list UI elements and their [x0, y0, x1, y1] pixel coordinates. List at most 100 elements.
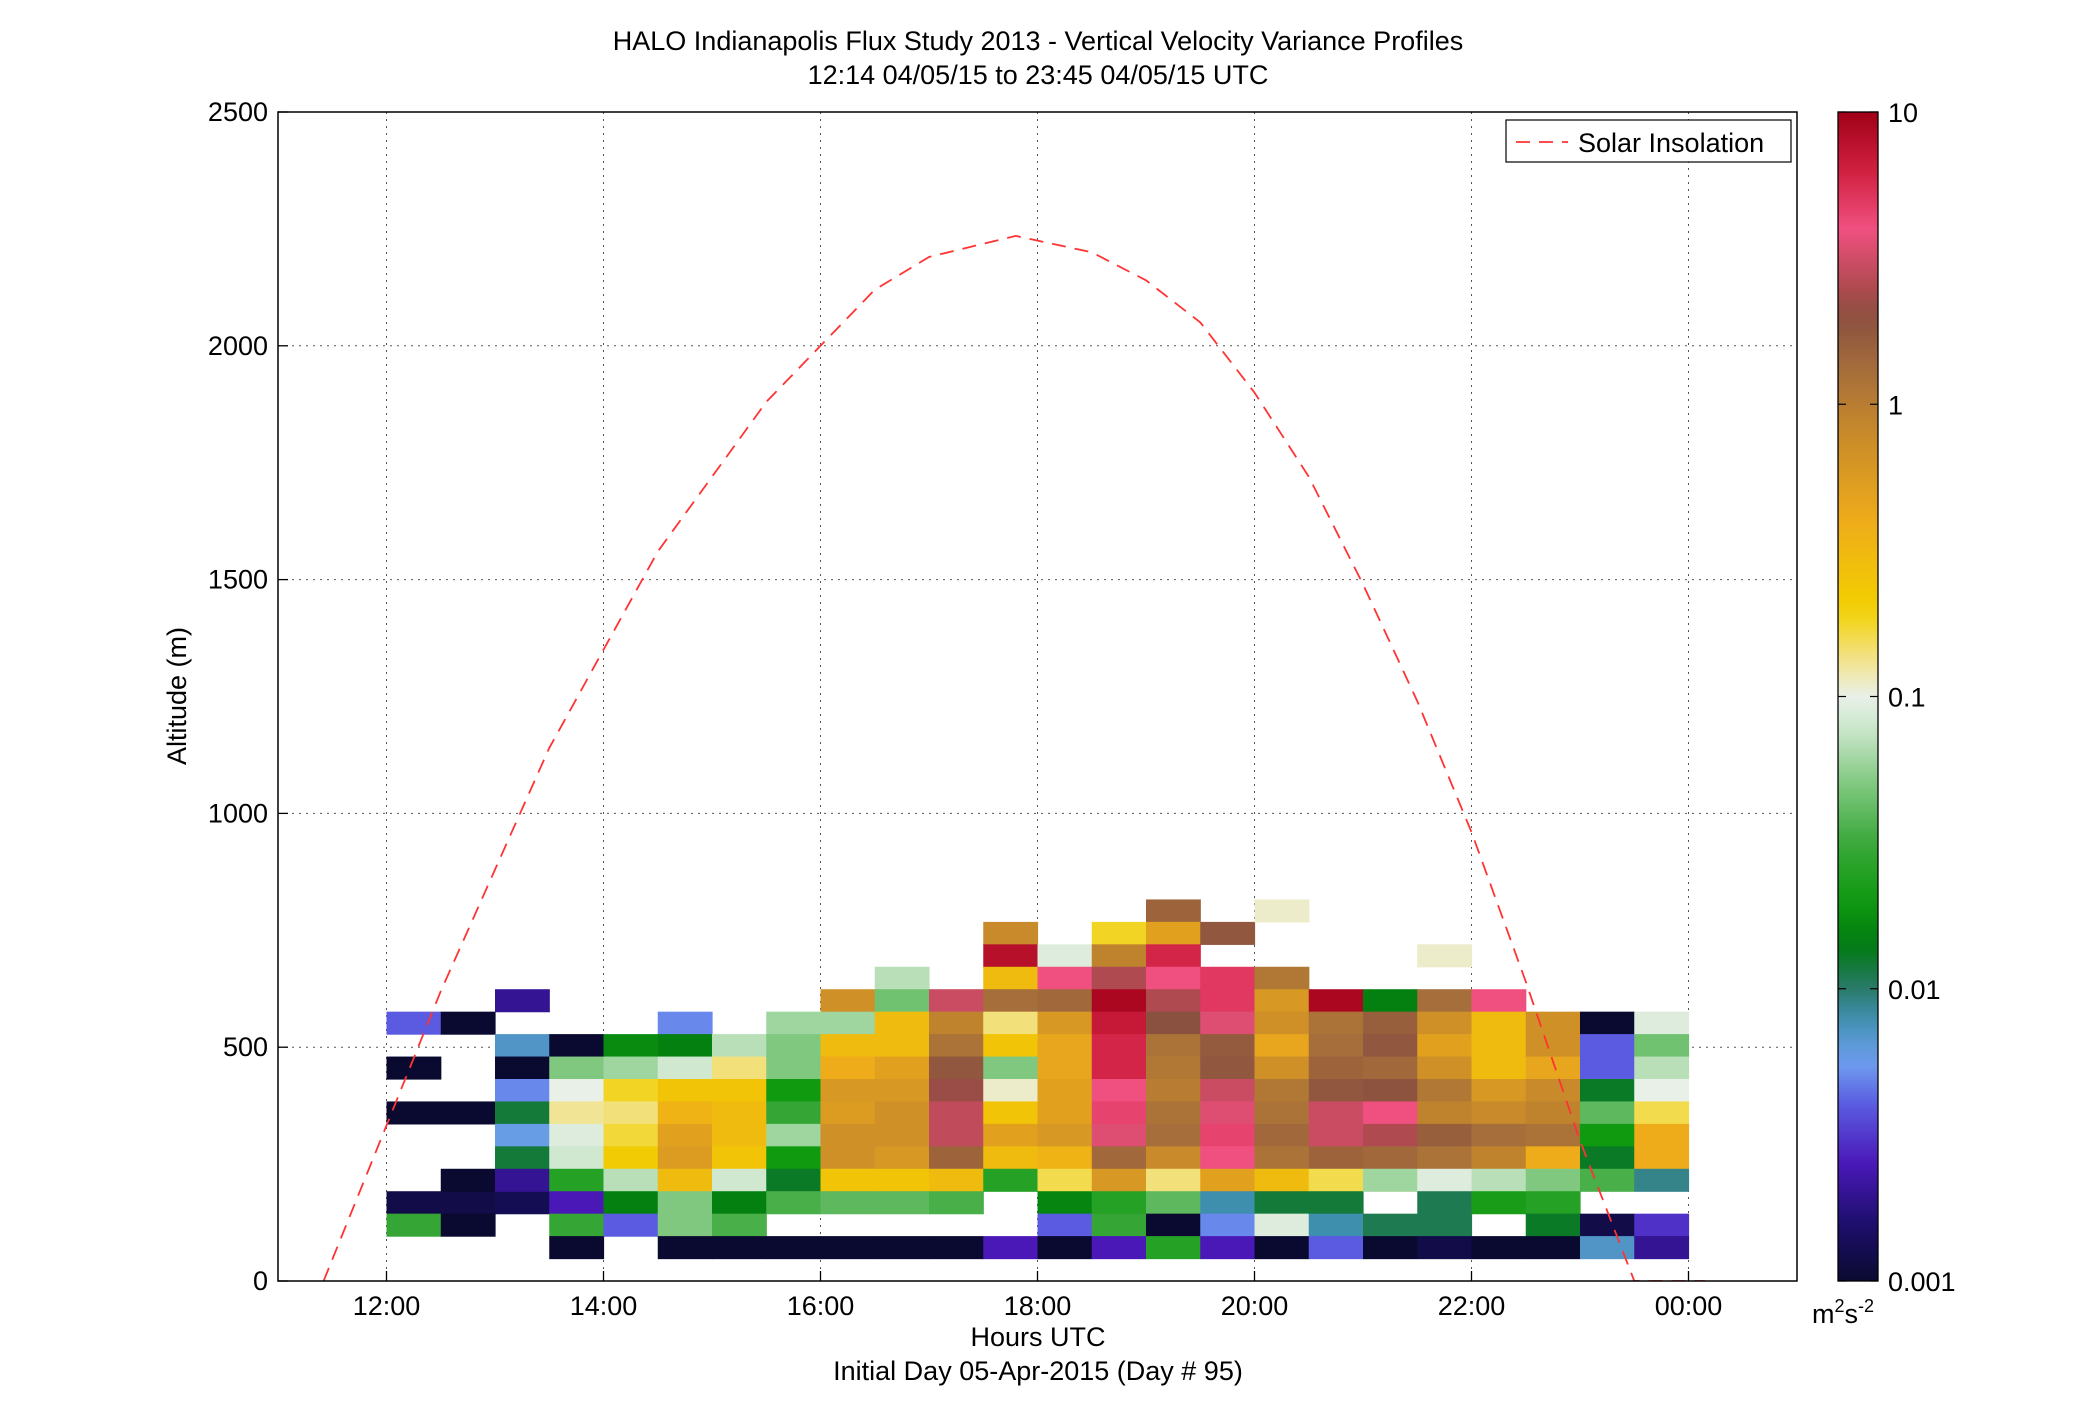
x-tick-label: 00:00 [1655, 1291, 1723, 1321]
heatmap-cell [440, 1101, 496, 1125]
heatmap-cell [766, 1011, 822, 1035]
heatmap-cell [657, 1034, 713, 1058]
heatmap-cell [549, 1236, 605, 1260]
heatmap-cell [1037, 1236, 1093, 1260]
heatmap-cell [1146, 1011, 1201, 1035]
heatmap-cell [1200, 1101, 1256, 1125]
heatmap-cell [1417, 1123, 1473, 1147]
heatmap-cell [440, 1191, 496, 1215]
heatmap-cell [1634, 1056, 1690, 1080]
heatmap-cell [820, 1078, 876, 1103]
heatmap-cell [1580, 1101, 1635, 1125]
heatmap-cell [1254, 1236, 1310, 1260]
heatmap-cell [983, 1123, 1039, 1147]
heatmap-cell [1091, 944, 1147, 968]
heatmap-cell [929, 1101, 984, 1125]
heatmap-cell [712, 1123, 767, 1147]
y-tick-label: 500 [223, 1032, 268, 1062]
unit-mid: s [1845, 1299, 1859, 1329]
x-tick-label: 16:00 [787, 1291, 855, 1321]
heatmap-cell [1037, 1146, 1093, 1170]
heatmap-cell [1580, 1011, 1635, 1035]
heatmap-cell [983, 1078, 1039, 1103]
heatmap-cell [1146, 989, 1201, 1013]
heatmap-cell [1580, 1078, 1635, 1103]
heatmap-cell [549, 1213, 605, 1237]
heatmap-cell [1417, 1034, 1473, 1058]
heatmap-cell [820, 1101, 876, 1125]
heatmap-cell [1146, 1101, 1201, 1125]
heatmap-cell [983, 1056, 1039, 1080]
heatmap-cell [1308, 1123, 1364, 1147]
heatmap-cell [874, 1123, 930, 1147]
heatmap-cell [1254, 1146, 1310, 1170]
heatmap-cell [1417, 1236, 1473, 1260]
heatmap-cell [1091, 1011, 1147, 1035]
heatmap-cell [657, 1213, 713, 1237]
heatmap-cell [1037, 989, 1093, 1013]
heatmap-cell [495, 1191, 550, 1215]
heatmap-cell [440, 1213, 496, 1237]
heatmap-cell [549, 1056, 605, 1080]
heatmap-cell [603, 1213, 659, 1237]
heatmap-cell [1254, 1101, 1310, 1125]
heatmap-cell [495, 1078, 550, 1103]
heatmap-cell [1471, 1078, 1527, 1103]
legend: Solar Insolation [1505, 119, 1792, 163]
heatmap-cell [1091, 1146, 1147, 1170]
heatmap-cell [1417, 989, 1473, 1013]
heatmap-cell [549, 1101, 605, 1125]
heatmap-cell [1200, 966, 1256, 990]
heatmap-cell [766, 1168, 822, 1192]
heatmap-cell [386, 1011, 442, 1035]
heatmap-cell [1200, 989, 1256, 1013]
heatmap-cell [1417, 1146, 1473, 1170]
heatmap-cell [1200, 1123, 1256, 1147]
heatmap-cell [1580, 1213, 1635, 1237]
heatmap-cell [1037, 1168, 1093, 1192]
heatmap-cell [1580, 1056, 1635, 1080]
heatmap-cell [1146, 1236, 1201, 1260]
y-axis: 0 500 1000 1500 2000 2500 [208, 97, 288, 1296]
heatmap-cell [874, 1101, 930, 1125]
x-axis: 12:00 14:00 16:00 18:00 20:00 22:00 00:00 [353, 1271, 1723, 1321]
heatmap-cell [1363, 1146, 1418, 1170]
heatmap-cell [657, 1078, 713, 1103]
heatmap-cell [1580, 1034, 1635, 1058]
heatmap-cell [1146, 1168, 1201, 1192]
heatmap-cell [603, 1146, 659, 1170]
heatmap-cell [766, 1101, 822, 1125]
heatmap-cell [657, 1123, 713, 1147]
heatmap-cell [820, 989, 876, 1013]
y-tick-label: 0 [253, 1266, 268, 1296]
heatmap-cell [983, 1101, 1039, 1125]
heatmap-cell [1037, 1213, 1093, 1237]
heatmap-cell [1037, 1011, 1093, 1035]
heatmap-cell [495, 1168, 550, 1192]
heatmap-cell [495, 1146, 550, 1170]
heatmap-cell [766, 1078, 822, 1103]
heatmap-cell [1363, 1101, 1418, 1125]
heatmap-cell [1146, 921, 1201, 945]
heatmap-cell [657, 1168, 713, 1192]
heatmap-cell [1580, 1123, 1635, 1147]
heatmap-cells [386, 899, 1690, 1260]
heatmap-cell [1200, 1191, 1256, 1215]
heatmap-cell [1525, 1078, 1581, 1103]
heatmap-cell [1091, 1101, 1147, 1125]
heatmap-cell [820, 1034, 876, 1058]
colorbar-tick-label: 0.01 [1888, 975, 1941, 1005]
heatmap-cell [929, 1034, 984, 1058]
heatmap-cell [1417, 1011, 1473, 1035]
heatmap-cell [820, 1056, 876, 1080]
heatmap-cell [603, 1101, 659, 1125]
heatmap-cell [820, 1011, 876, 1035]
heatmap-cell [1525, 1236, 1581, 1260]
heatmap-cell [1146, 1078, 1201, 1103]
heatmap-cell [657, 1236, 713, 1260]
heatmap-cell [766, 1034, 822, 1058]
heatmap-cell [657, 1146, 713, 1170]
heatmap-cell [766, 1191, 822, 1215]
colorbar-ticks: 0.001 0.01 0.1 1 10 [1838, 98, 1956, 1297]
heatmap-cell [874, 1191, 930, 1215]
